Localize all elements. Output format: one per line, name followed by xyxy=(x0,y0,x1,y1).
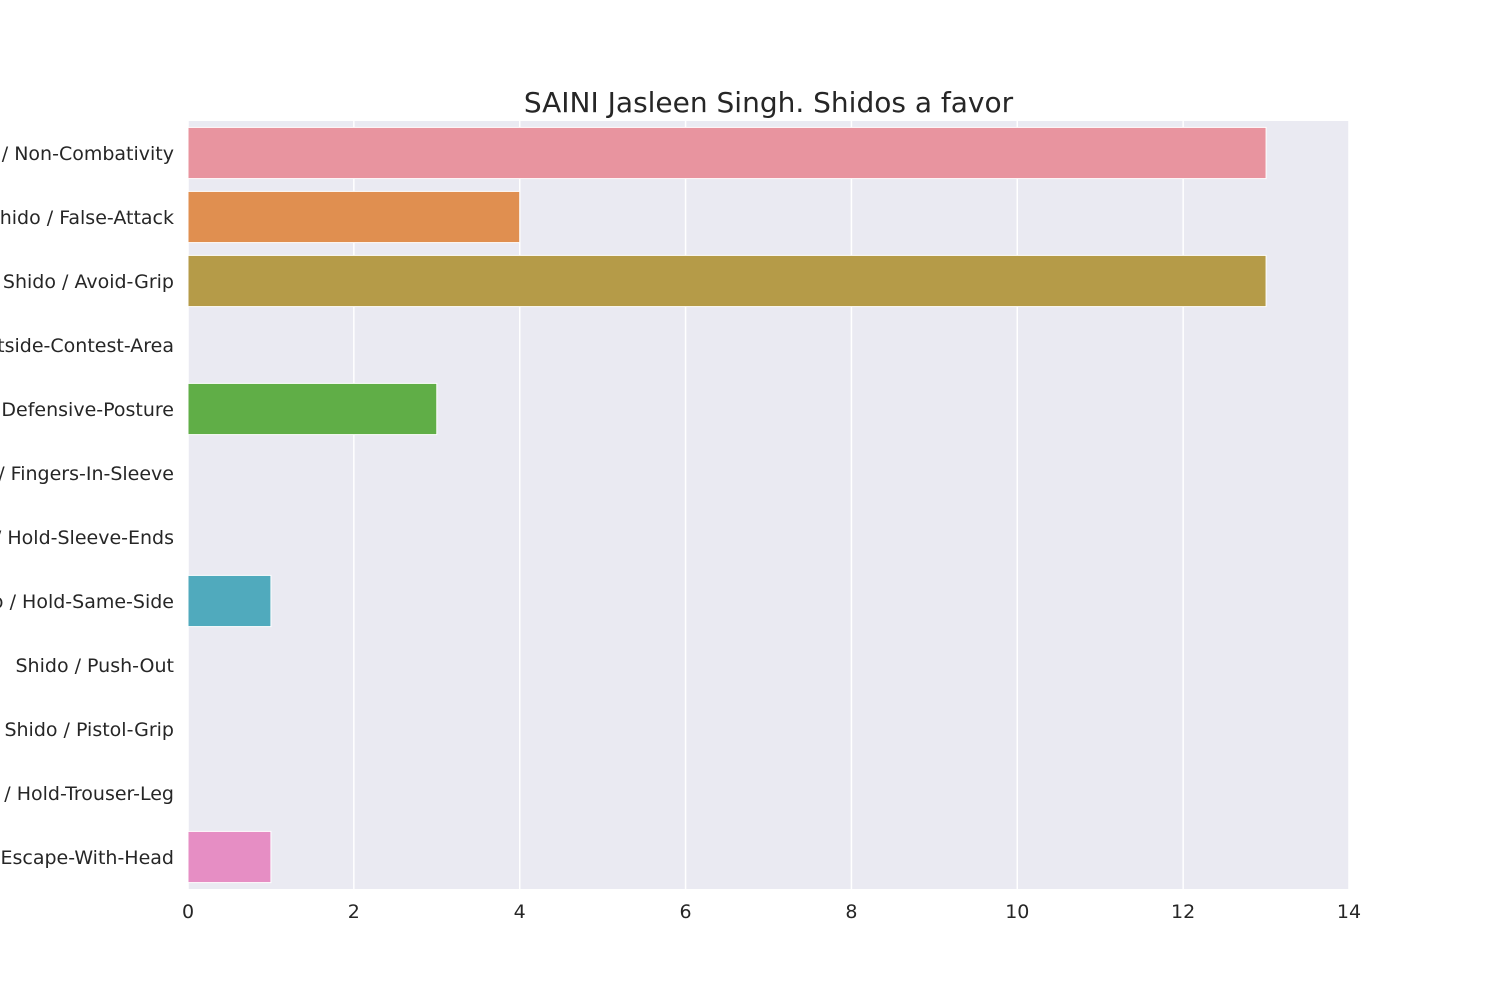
grid-lines xyxy=(187,121,1350,889)
category-labels: Shido / Non-Combativity Shido / False-Att… xyxy=(0,143,174,869)
category-label: Shido / Pistol-Grip xyxy=(4,719,174,741)
plot-area xyxy=(188,121,1349,889)
bar xyxy=(187,574,272,628)
bars xyxy=(187,126,1267,884)
category-label: Shido / False-Attack xyxy=(0,207,174,229)
category-label: Shido / Hold-Sleeve-Ends xyxy=(0,527,174,549)
x-tick-label: 8 xyxy=(845,901,857,923)
category-label: Shido / Hold-Same-Side xyxy=(0,591,174,613)
bar xyxy=(187,126,1267,180)
bar xyxy=(187,382,438,436)
bar xyxy=(187,830,272,884)
category-label: Shido / Push-Out xyxy=(16,655,175,677)
category-label: Shido / Escape-With-Head xyxy=(0,847,174,869)
x-tick-label: 12 xyxy=(1171,901,1195,923)
category-label: Shido / Outside-Contest-Area xyxy=(0,335,174,357)
bar xyxy=(187,254,1267,308)
category-label: Shido / Avoid-Grip xyxy=(3,271,174,293)
category-label: Shido / Defensive-Posture xyxy=(0,399,174,421)
x-tick-label: 2 xyxy=(348,901,360,923)
x-tick-label: 14 xyxy=(1337,901,1361,923)
category-label: Shido / Non-Combativity xyxy=(0,143,174,165)
x-tick-labels: 0 2 4 6 8 10 12 14 xyxy=(182,901,1361,923)
category-label: Shido / Fingers-In-Sleeve xyxy=(0,463,174,485)
x-tick-label: 0 xyxy=(182,901,194,923)
x-tick-label: 6 xyxy=(680,901,692,923)
category-label: Shido / Hold-Trouser-Leg xyxy=(0,783,174,805)
x-tick-label: 4 xyxy=(514,901,526,923)
bar xyxy=(187,190,521,244)
x-tick-label: 10 xyxy=(1005,901,1029,923)
chart-title: SAINI Jasleen Singh. Shidos a favor xyxy=(524,86,1014,119)
